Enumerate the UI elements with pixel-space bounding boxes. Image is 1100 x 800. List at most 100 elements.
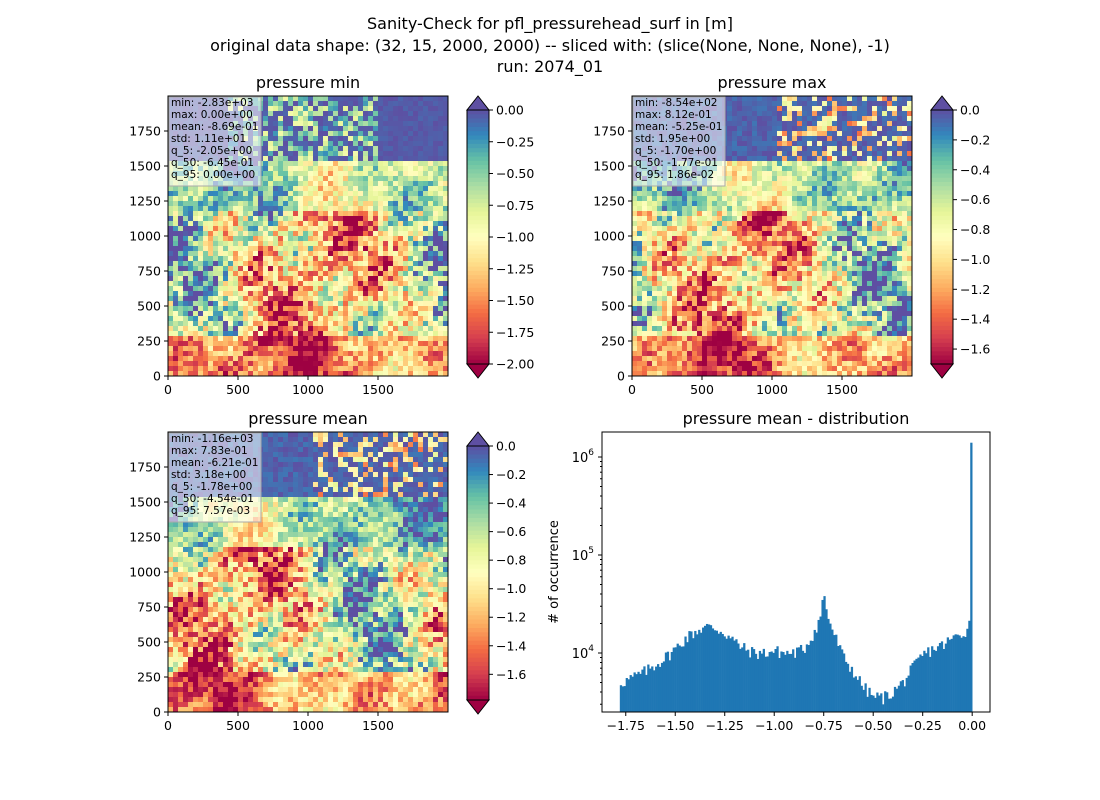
- histogram-bar: [938, 642, 942, 712]
- histogram-bar: [784, 654, 787, 712]
- histogram-bar: [799, 644, 803, 712]
- histogram-bar: [960, 637, 963, 712]
- histogram-bar: [964, 636, 967, 712]
- histogram-bar: [717, 633, 720, 712]
- histogram-bar: [807, 645, 811, 712]
- histogram-bar: [958, 635, 961, 712]
- histogram-bar: [915, 658, 918, 712]
- figure-title-line-1: Sanity-Check for pfl_pressurehead_surf i…: [367, 14, 733, 33]
- colorbar-tick-label: −1.4: [496, 638, 526, 653]
- colorbar-tick-label: −1.4: [960, 312, 990, 327]
- histogram-bar: [721, 633, 724, 712]
- x-tick-label: 0: [628, 382, 636, 397]
- histogram-bar: [782, 652, 785, 712]
- heatmap-panel-2: pressure max 0 500 1000 1500 0 250 500 750 1000 12…: [593, 73, 990, 397]
- histogram-bar: [778, 658, 781, 712]
- histogram-bar: [954, 634, 957, 712]
- colorbar-tick-label: −1.2: [496, 610, 526, 625]
- stats-line: std: 1.11e+01: [171, 133, 246, 145]
- y-tick-label: 1750: [129, 460, 161, 475]
- histogram-bar: [893, 686, 897, 712]
- y-tick-label: 0: [153, 369, 161, 384]
- colorbar-tick-label: −0.75: [496, 198, 534, 213]
- figure-title-line-2: original data shape: (32, 15, 2000, 2000…: [210, 36, 890, 55]
- colorbar-extend-top: [465, 95, 491, 111]
- histogram-bar: [827, 618, 830, 712]
- x-tick-label: −0.25: [904, 718, 942, 733]
- histogram-bar: [735, 639, 738, 712]
- heatmap-panel-1: pressure min 0 500 1000 1500 0 250 500 750 1000 12…: [129, 73, 534, 397]
- histogram-bar: [968, 620, 971, 712]
- histogram-bar: [754, 653, 758, 712]
- histogram-bar: [901, 680, 904, 712]
- stats-line: std: 3.18e+00: [171, 469, 246, 481]
- histogram-bar: [658, 666, 662, 712]
- colorbar-tick-label: −0.6: [496, 524, 526, 539]
- histogram-bar: [891, 696, 895, 712]
- stats-line: q_50: -1.77e-01: [635, 157, 718, 169]
- histogram-bar: [934, 650, 938, 712]
- stats-line: mean: -6.21e-01: [171, 457, 258, 469]
- histogram-bar: [880, 693, 883, 712]
- histogram-bar: [870, 694, 873, 712]
- y-tick-label: 1500: [129, 159, 161, 174]
- y-tick-label: 250: [137, 670, 161, 685]
- histogram-bar: [690, 631, 693, 712]
- histogram-bar: [774, 649, 777, 712]
- histogram-bar: [631, 676, 634, 712]
- y-tick-label: 1500: [129, 495, 161, 510]
- histogram-bar: [805, 644, 809, 712]
- y-tick-label: 0: [153, 705, 161, 720]
- histogram-bar: [876, 692, 879, 712]
- panel-title: pressure mean: [248, 409, 368, 428]
- histogram-bar: [829, 623, 832, 712]
- histogram-bar: [696, 634, 699, 712]
- figure-title-line-3: run: 2074_01: [496, 57, 604, 76]
- colorbar-tick-label: −0.25: [496, 134, 534, 149]
- histogram-bar: [688, 631, 691, 712]
- histogram-bar: [621, 686, 625, 712]
- histogram-bar: [647, 664, 650, 712]
- y-tick-label: 750: [137, 600, 161, 615]
- x-tick-label: −1.00: [755, 718, 793, 733]
- colorbar-extend-top: [465, 431, 491, 447]
- histogram-bar: [739, 648, 742, 712]
- colorbar-tick-label: −2.00: [496, 357, 534, 372]
- histogram-bar: [946, 637, 949, 712]
- colorbar-tick-label: −0.4: [496, 496, 526, 511]
- histogram-bar: [637, 671, 640, 712]
- histogram-bar: [952, 635, 955, 712]
- histogram-bar: [813, 629, 816, 712]
- x-tick-label: 500: [690, 382, 714, 397]
- histogram-bar: [874, 697, 877, 712]
- histogram-bar: [625, 678, 628, 712]
- histogram-bar: [737, 643, 740, 712]
- histogram-bar: [727, 635, 730, 712]
- histogram-bar: [674, 647, 677, 712]
- histogram-bar: [823, 596, 826, 712]
- histogram-bar: [882, 704, 885, 712]
- x-tick-label: −0.75: [805, 718, 843, 733]
- histogram-bar: [672, 647, 675, 712]
- stats-line: min: -2.83e+03: [171, 97, 253, 109]
- histogram-bar: [723, 636, 726, 712]
- histogram-bar: [662, 661, 666, 712]
- histogram-bar: [903, 686, 906, 712]
- colorbar-extend-top: [929, 95, 955, 111]
- colorbar-tick-label: −1.2: [960, 282, 990, 297]
- histogram-bar: [680, 646, 683, 712]
- histogram-bar: [743, 643, 746, 712]
- histogram-bar: [682, 646, 685, 712]
- histogram-title: pressure mean - distribution: [683, 409, 910, 428]
- histogram-bar: [966, 628, 969, 712]
- histogram-bar: [950, 638, 953, 712]
- histogram-bar: [962, 636, 965, 712]
- histogram-panel: pressure mean - distribution −1.75 −1.50 −1…: [547, 409, 991, 733]
- histogram-bar: [925, 653, 928, 712]
- histogram-bar: [927, 647, 930, 712]
- histogram-bar: [821, 599, 824, 712]
- histogram-bar: [749, 657, 752, 712]
- colorbar-extend-bottom: [465, 363, 491, 379]
